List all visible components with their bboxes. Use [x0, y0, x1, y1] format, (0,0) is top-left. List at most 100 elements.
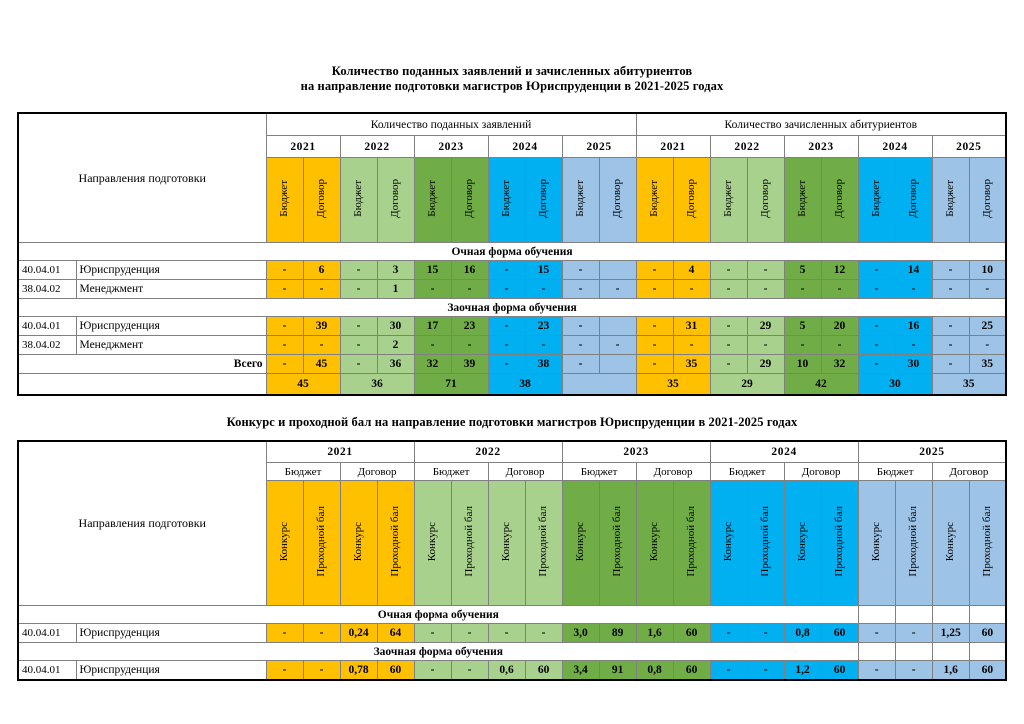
- table1-row1-app-2024-c: -: [524, 279, 563, 299]
- table1-total-enr-2022-c: 29: [746, 354, 785, 374]
- table2-2025-contract-score-header: Проходной бал: [968, 480, 1007, 606]
- table2-row0-2024-b-score: -: [746, 623, 785, 643]
- table2-row0-2021-c-score: 64: [376, 623, 415, 643]
- table1-group-applications: Количество поданных заявлений: [265, 112, 637, 136]
- table1-funding-header-row: Бюджет Договор Бюджет Договор Бюджет Дог…: [18, 157, 1007, 243]
- table2-row1-2024-b-score: -: [746, 660, 785, 680]
- table1-row0-app-2022-b: -: [339, 260, 378, 280]
- table2-row0-2022-c-score: -: [524, 623, 563, 643]
- table1-row2-app-2024-c: 23: [524, 316, 563, 336]
- table2-row0-2023-c-score: 60: [672, 623, 711, 643]
- table1-row0-app-2024-b: -: [487, 260, 526, 280]
- table1-total-app-2023-c: 39: [450, 354, 489, 374]
- table2-row0-2022-b-konkurs: -: [413, 623, 452, 643]
- table1-total-app-2021-b: -: [265, 354, 304, 374]
- table1-row2-app-2024-b: -: [487, 316, 526, 336]
- table1-row3-app-2024-b: -: [487, 335, 526, 355]
- table1-row1-enr-2023-b: -: [783, 279, 822, 299]
- table1-enr-year-2024: 2024: [857, 135, 933, 158]
- table2-2025-contract-header: Договор: [931, 462, 1007, 481]
- table1-row1-app-2021-c: -: [302, 279, 341, 299]
- table1-row0-app-2025-c: [598, 260, 637, 280]
- table1-row1-enr-2021-b: -: [635, 279, 674, 299]
- table1-row3-app-2025-b: -: [561, 335, 600, 355]
- table1-app-2022-budget-header: Бюджет: [339, 157, 378, 243]
- table2-funding-header-row: Бюджет Договор Бюджет Договор Бюджет Дог…: [18, 462, 1007, 481]
- table2-2021-budget-score-header: Проходной бал: [302, 480, 341, 606]
- table1-enr-2024-budget-header: Бюджет: [857, 157, 896, 243]
- table1-enr-2021-contract-header: Договор: [672, 157, 711, 243]
- table1-row0-enr-2024-c: 14: [894, 260, 933, 280]
- table2-row1-2023-b-konkurs: 3,4: [561, 660, 600, 680]
- table2-row1-2024-c-konkurs: 1,2: [783, 660, 822, 680]
- table2-2021-contract-score-header: Проходной бал: [376, 480, 415, 606]
- table2-2023-contract-konkurs-header: Конкурс: [635, 480, 674, 606]
- table1-app-2025-budget-header: Бюджет: [561, 157, 600, 243]
- table1-row1-enr-2025-b: -: [931, 279, 970, 299]
- table1-total-enr-2025-b: -: [931, 354, 970, 374]
- table1-row3-app-2021-b: -: [265, 335, 304, 355]
- table1-year-header-row: 2021 2022 2023 2024 2025 2021 2022 2023 …: [18, 135, 1007, 158]
- table1-row3-enr-2024-c: -: [894, 335, 933, 355]
- table1-row0-app-2022-c: 3: [376, 260, 415, 280]
- table2-row0-2024-c-score: 60: [820, 623, 859, 643]
- table1-row3-enr-2025-b: -: [931, 335, 970, 355]
- table1-row3-enr-2022-c: -: [746, 335, 785, 355]
- table1-row1-code: 38.04.02: [17, 279, 77, 299]
- table1-total-app-2021-c: 45: [302, 354, 341, 374]
- table1-enr-2022-budget-header: Бюджет: [709, 157, 748, 243]
- table1-section-label-fulltime: Очная форма обучения: [17, 242, 1007, 261]
- table2-row0-2022-c-konkurs: -: [487, 623, 526, 643]
- table2-row1-2022-b-score: -: [450, 660, 489, 680]
- table1-row0-enr-2021-b: -: [635, 260, 674, 280]
- table1-app-2021-budget-header: Бюджет: [265, 157, 304, 243]
- table1-row0-enr-2024-b: -: [857, 260, 896, 280]
- table2-section-fulltime-blank-3: [931, 605, 970, 624]
- table2-section-fulltime-blank-1: [857, 605, 896, 624]
- table2-row1-2021-c-score: 60: [376, 660, 415, 680]
- table1-total-enr-2024-b: -: [857, 354, 896, 374]
- table2-row0-code: 40.04.01: [17, 623, 77, 643]
- table1-total-enr-2024-c: 30: [894, 354, 933, 374]
- table1-row1-app-2023-c: -: [450, 279, 489, 299]
- table1-row0-enr-2023-b: 5: [783, 260, 822, 280]
- table2-row0-name: Юриспруденция: [75, 623, 267, 643]
- table1-row1-enr-2024-c: -: [894, 279, 933, 299]
- table1-grand-total-row: 45 36 71 38 35 29 42 30 35: [17, 373, 1007, 395]
- table2-2025-budget-header: Бюджет: [857, 462, 933, 481]
- table2-2021-budget-konkurs-header: Конкурс: [265, 480, 304, 606]
- table2-row1-2025-c-score: 60: [968, 660, 1007, 680]
- table2-row0-2023-b-score: 89: [598, 623, 637, 643]
- table2-row0-2025-b-konkurs: -: [857, 623, 896, 643]
- table1-row2-enr-2022-b: -: [709, 316, 748, 336]
- table-row: 38.04.02 Менеджмент - - - 1 - - - - - - …: [17, 279, 1007, 299]
- table1-row2-enr-2025-b: -: [931, 316, 970, 336]
- table2-2024-contract-score-header: Проходной бал: [820, 480, 859, 606]
- table1-app-2021-contract-header: Договор: [302, 157, 341, 243]
- table1-total-app-2023-b: 32: [413, 354, 452, 374]
- table1-grand-enr-2021: 35: [635, 373, 711, 395]
- table1-row2-name: Юриспруденция: [75, 316, 267, 336]
- table1-row0-enr-2025-b: -: [931, 260, 970, 280]
- table1-section-header-fulltime: Очная форма обучения: [17, 242, 1007, 261]
- table1-row0-app-2021-b: -: [265, 260, 304, 280]
- table1-row1-name: Менеджмент: [75, 279, 267, 299]
- table2-direction-header: Направления подготовки: [17, 440, 267, 606]
- table1-enr-2025-budget-header: Бюджет: [931, 157, 970, 243]
- table2-metric-header-row: Конкурс Проходной бал Конкурс Проходной …: [18, 480, 1007, 606]
- table2-row1-2023-c-konkurs: 0,8: [635, 660, 674, 680]
- table1-row1-enr-2024-b: -: [857, 279, 896, 299]
- table1-app-year-2024: 2024: [487, 135, 563, 158]
- table1-row3-app-2023-b: -: [413, 335, 452, 355]
- table1-grand-enr-2025: 35: [931, 373, 1007, 395]
- table2-year-header-row: Направления подготовки 2021 2022 2023 20…: [17, 440, 1007, 606]
- table1-group-enrolled: Количество зачисленных абитуриентов: [635, 112, 1007, 136]
- table2-section-parttime-blank-2: [894, 642, 933, 661]
- table1-total-enr-2023-b: 10: [783, 354, 822, 374]
- table2-row0-2021-b-score: -: [302, 623, 341, 643]
- table2-row0-2024-b-konkurs: -: [709, 623, 748, 643]
- table1-app-year-2022: 2022: [339, 135, 415, 158]
- table2-row1-2023-b-score: 91: [598, 660, 637, 680]
- table1-grand-enr-2024: 30: [857, 373, 933, 395]
- table1-row2-enr-2023-c: 20: [820, 316, 859, 336]
